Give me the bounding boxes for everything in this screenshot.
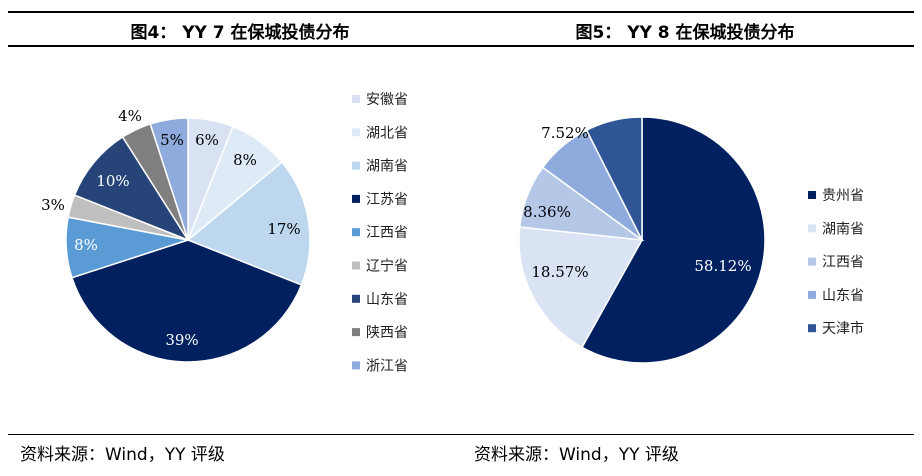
source-note-1: 资料来源：Wind，YY 评级 bbox=[20, 445, 225, 465]
legend-swatch bbox=[352, 361, 360, 370]
legend-swatch bbox=[352, 328, 360, 337]
legend-label: 贵州省 bbox=[822, 188, 864, 204]
bottom-rule bbox=[8, 434, 914, 435]
data-label: 8% bbox=[74, 236, 98, 254]
legend-label: 江苏省 bbox=[366, 192, 408, 208]
pie-slice-湖南省 bbox=[518, 226, 644, 349]
data-label: 18.57% bbox=[531, 263, 588, 281]
legend-label: 湖南省 bbox=[366, 159, 408, 175]
legend-label: 湖北省 bbox=[366, 125, 408, 141]
legend-swatch bbox=[808, 257, 816, 266]
legend-swatch bbox=[352, 161, 360, 170]
legend-swatch bbox=[808, 324, 816, 333]
pie-slice-山东省 bbox=[73, 135, 190, 242]
data-label: 10% bbox=[96, 172, 129, 190]
legend-label: 山东省 bbox=[366, 292, 408, 308]
legend-label: 陕西省 bbox=[366, 325, 408, 341]
data-label: 39% bbox=[165, 331, 198, 349]
data-label: 17% bbox=[267, 220, 300, 238]
pie-slice-湖南省 bbox=[186, 161, 311, 286]
data-label: 4% bbox=[118, 107, 142, 125]
legend-label: 天津市 bbox=[822, 320, 864, 337]
legend-swatch bbox=[352, 261, 360, 270]
legend-label: 辽宁省 bbox=[366, 258, 408, 275]
top-rule bbox=[8, 11, 914, 13]
legend-swatch bbox=[352, 194, 360, 203]
data-label: 7.52% bbox=[541, 124, 589, 142]
pie-slice-贵州省 bbox=[580, 116, 766, 364]
legend-swatch bbox=[352, 128, 360, 137]
pie-slice-天津市 bbox=[585, 116, 643, 241]
legend-swatch bbox=[808, 290, 816, 299]
legend-label: 浙江省 bbox=[366, 358, 408, 374]
data-label: 3% bbox=[41, 196, 65, 214]
data-label: 58.12% bbox=[694, 257, 751, 275]
data-label: 5% bbox=[160, 131, 184, 149]
pie-slice-浙江省 bbox=[149, 117, 189, 241]
pie-slice-江苏省 bbox=[71, 239, 303, 363]
legend-swatch bbox=[808, 224, 816, 233]
legend-swatch bbox=[808, 191, 816, 199]
source-note-2: 资料来源：Wind，YY 评级 bbox=[474, 445, 679, 465]
legend-swatch bbox=[352, 95, 360, 103]
legend-label: 江西省 bbox=[366, 225, 408, 241]
chart-title-2: 图5： YY 8 在保城投债分布 bbox=[575, 23, 795, 43]
data-label: 8.36% bbox=[523, 203, 571, 221]
legend-swatch bbox=[352, 228, 360, 237]
legend-label: 湖南省 bbox=[822, 221, 864, 237]
chart-title-1: 图4： YY 7 在保城投债分布 bbox=[130, 23, 350, 43]
legend-label: 江西省 bbox=[822, 255, 864, 271]
data-label: 8% bbox=[233, 151, 257, 169]
legend-label: 山东省 bbox=[822, 288, 864, 304]
legend-swatch bbox=[352, 294, 360, 303]
data-label: 6% bbox=[195, 131, 219, 149]
title-rule bbox=[8, 45, 914, 47]
legend-label: 安徽省 bbox=[366, 92, 408, 108]
